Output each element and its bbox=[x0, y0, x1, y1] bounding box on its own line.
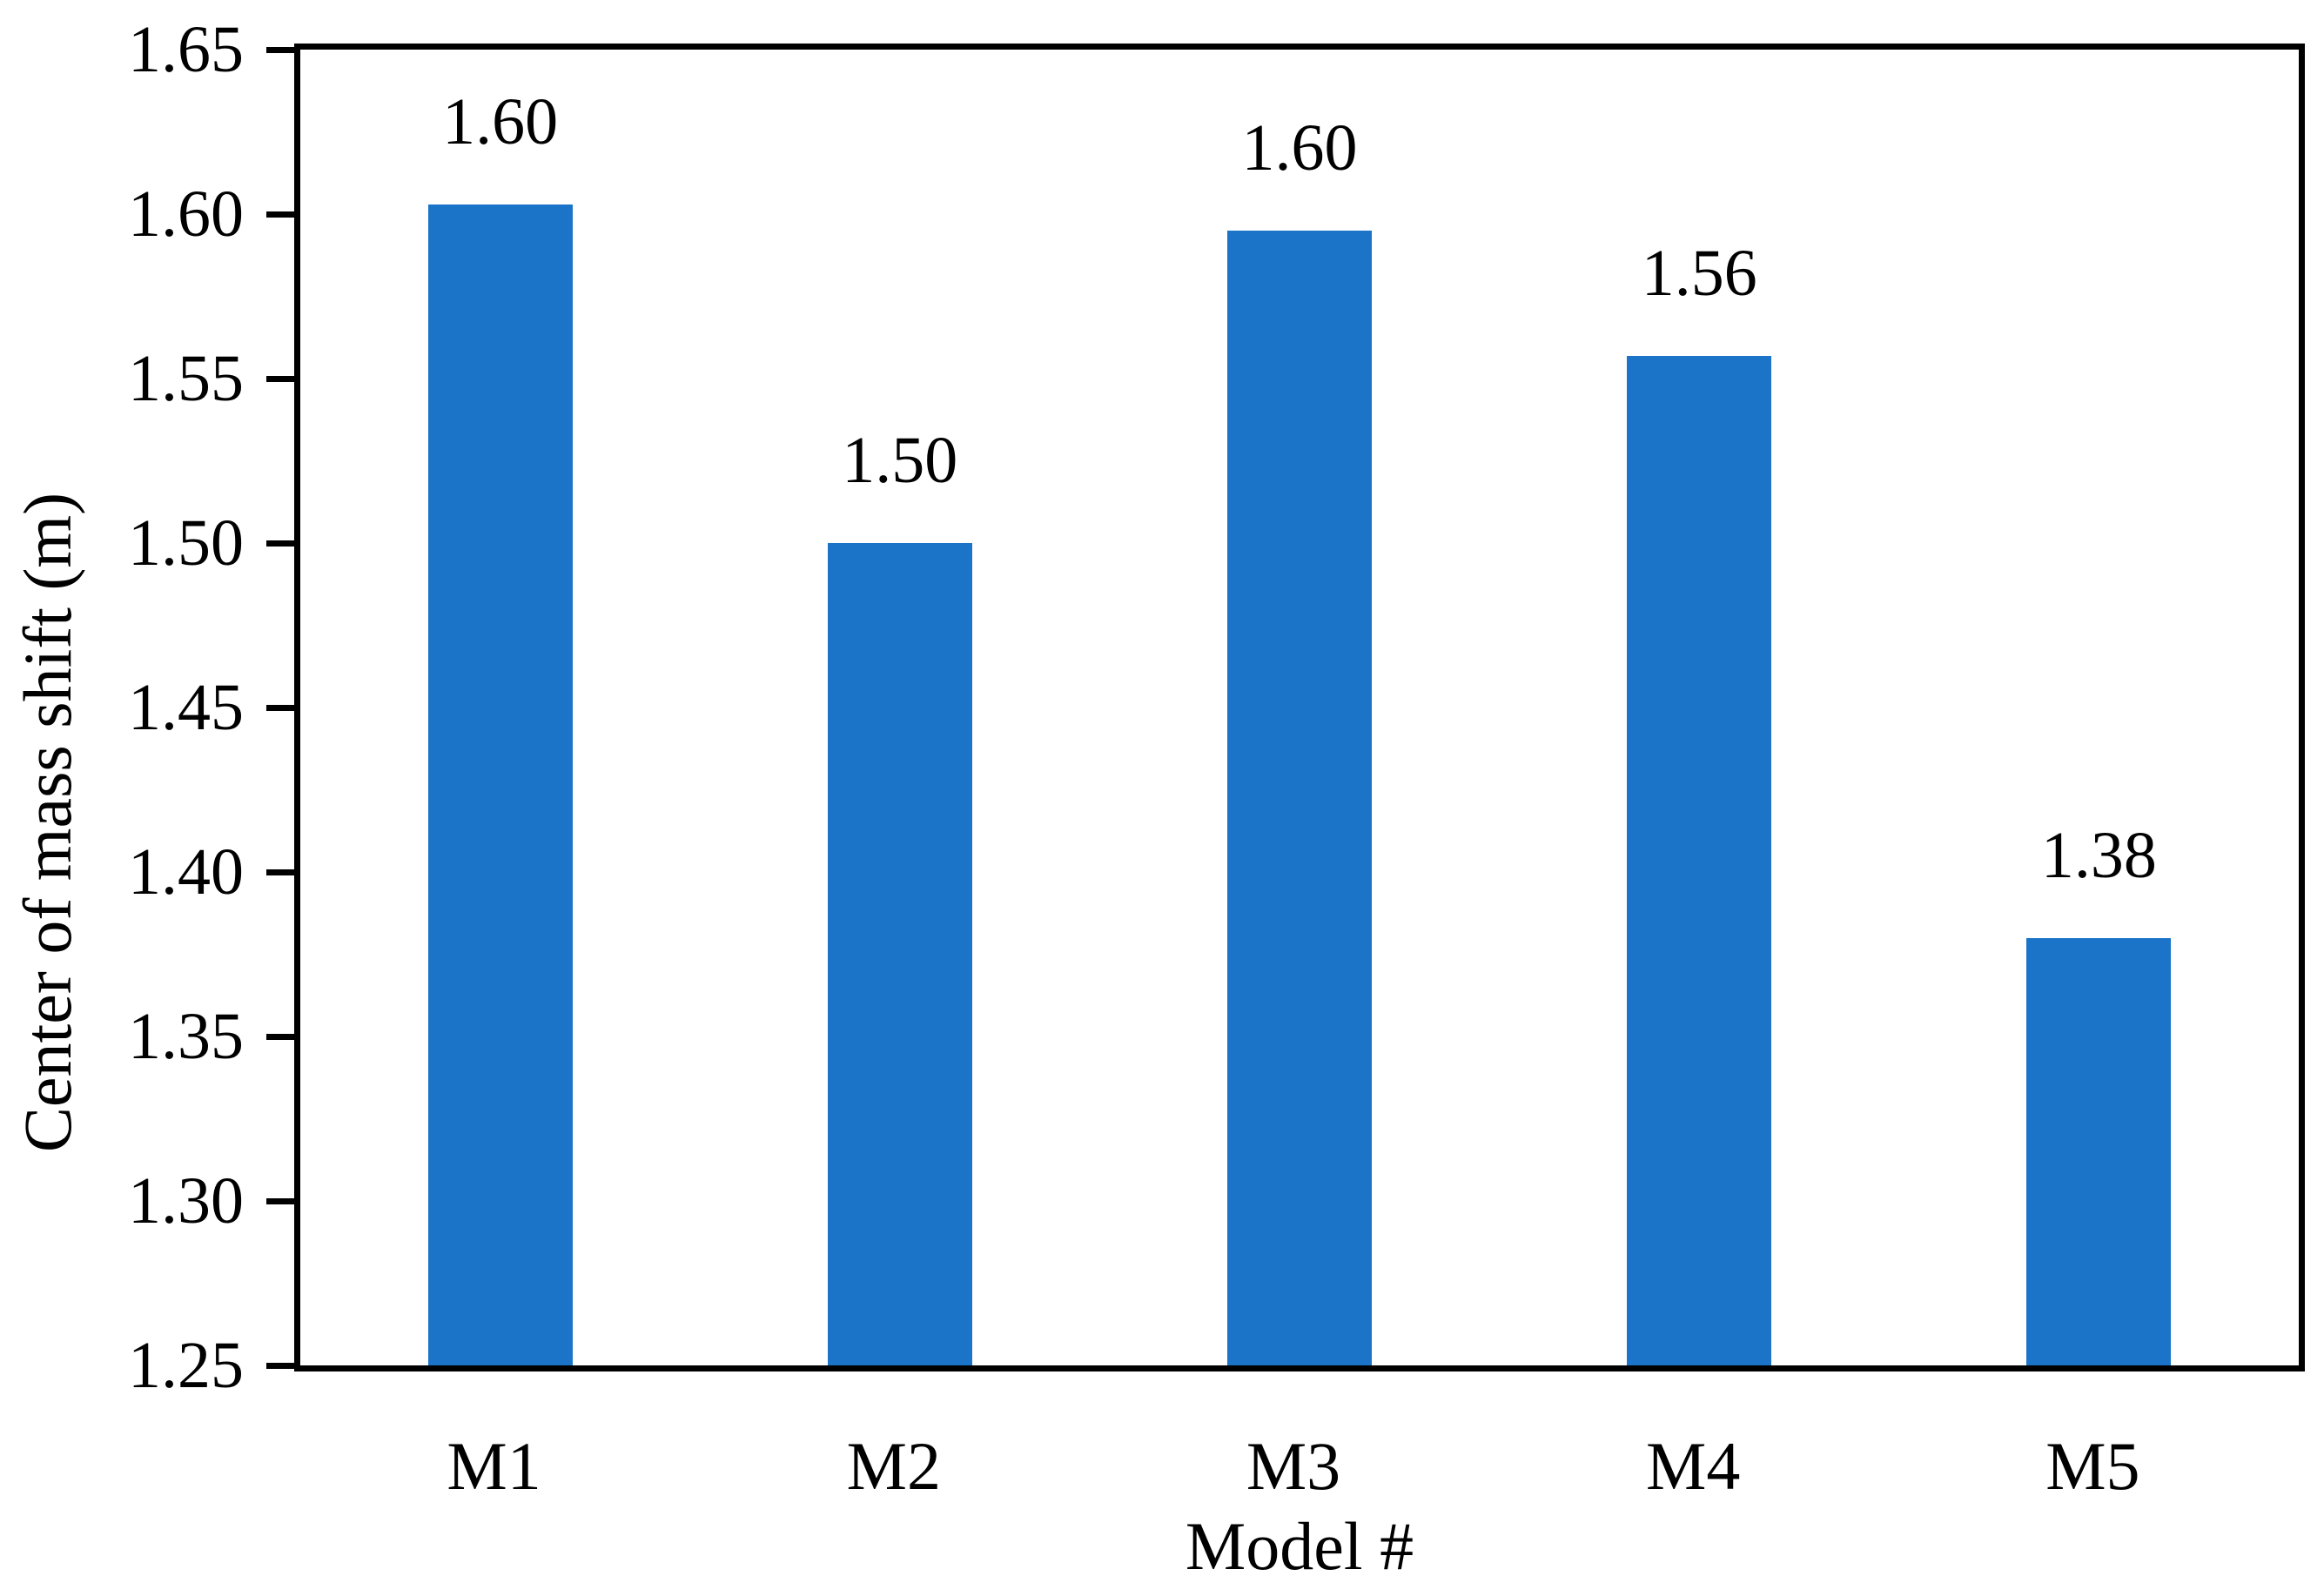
bar-m1 bbox=[427, 204, 573, 1365]
y-tick-mark bbox=[266, 375, 294, 382]
y-tick-label: 1.40 bbox=[128, 835, 244, 909]
plot-inner: 1.60 1.50 1.60 1.56 1.38 bbox=[300, 50, 2299, 1365]
y-tick-label: 1.55 bbox=[128, 342, 244, 415]
x-tick-label: M2 bbox=[846, 1428, 941, 1504]
y-tick-label: 1.60 bbox=[128, 178, 244, 251]
y-tick-mark bbox=[266, 1362, 294, 1369]
y-tick-mark bbox=[266, 46, 294, 53]
y-tick-label: 1.30 bbox=[128, 1164, 244, 1237]
y-tick-label: 1.65 bbox=[128, 13, 244, 86]
y-tick-label: 1.35 bbox=[128, 1000, 244, 1073]
x-axis-title: Model # bbox=[1185, 1508, 1414, 1576]
bar-value-label: 1.56 bbox=[1641, 236, 1757, 310]
bar-value-label: 1.60 bbox=[442, 84, 559, 158]
x-tick-label: M5 bbox=[2045, 1428, 2140, 1504]
x-tick-label: M3 bbox=[1246, 1428, 1341, 1504]
y-tick-mark bbox=[266, 704, 294, 711]
x-tick-label: M1 bbox=[447, 1428, 541, 1504]
y-tick-mark bbox=[266, 540, 294, 547]
bar-m5 bbox=[2026, 937, 2172, 1365]
y-tick-mark bbox=[266, 211, 294, 218]
bar-value-label: 1.50 bbox=[842, 424, 958, 497]
bar-m4 bbox=[1627, 355, 1772, 1365]
bar-value-label: 1.38 bbox=[2040, 818, 2157, 892]
y-tick-mark bbox=[266, 868, 294, 875]
bar-m2 bbox=[827, 543, 972, 1365]
plot-area: 1.60 1.50 1.60 1.56 1.38 bbox=[294, 44, 2305, 1371]
bar-value-label: 1.60 bbox=[1241, 111, 1358, 184]
y-tick-label: 1.25 bbox=[128, 1329, 244, 1402]
bar-m3 bbox=[1227, 230, 1372, 1365]
x-tick-label: M4 bbox=[1646, 1428, 1741, 1504]
y-tick-mark bbox=[266, 1033, 294, 1040]
y-tick-mark bbox=[266, 1197, 294, 1204]
y-tick-label: 1.50 bbox=[128, 506, 244, 580]
y-tick-label: 1.45 bbox=[128, 671, 244, 744]
